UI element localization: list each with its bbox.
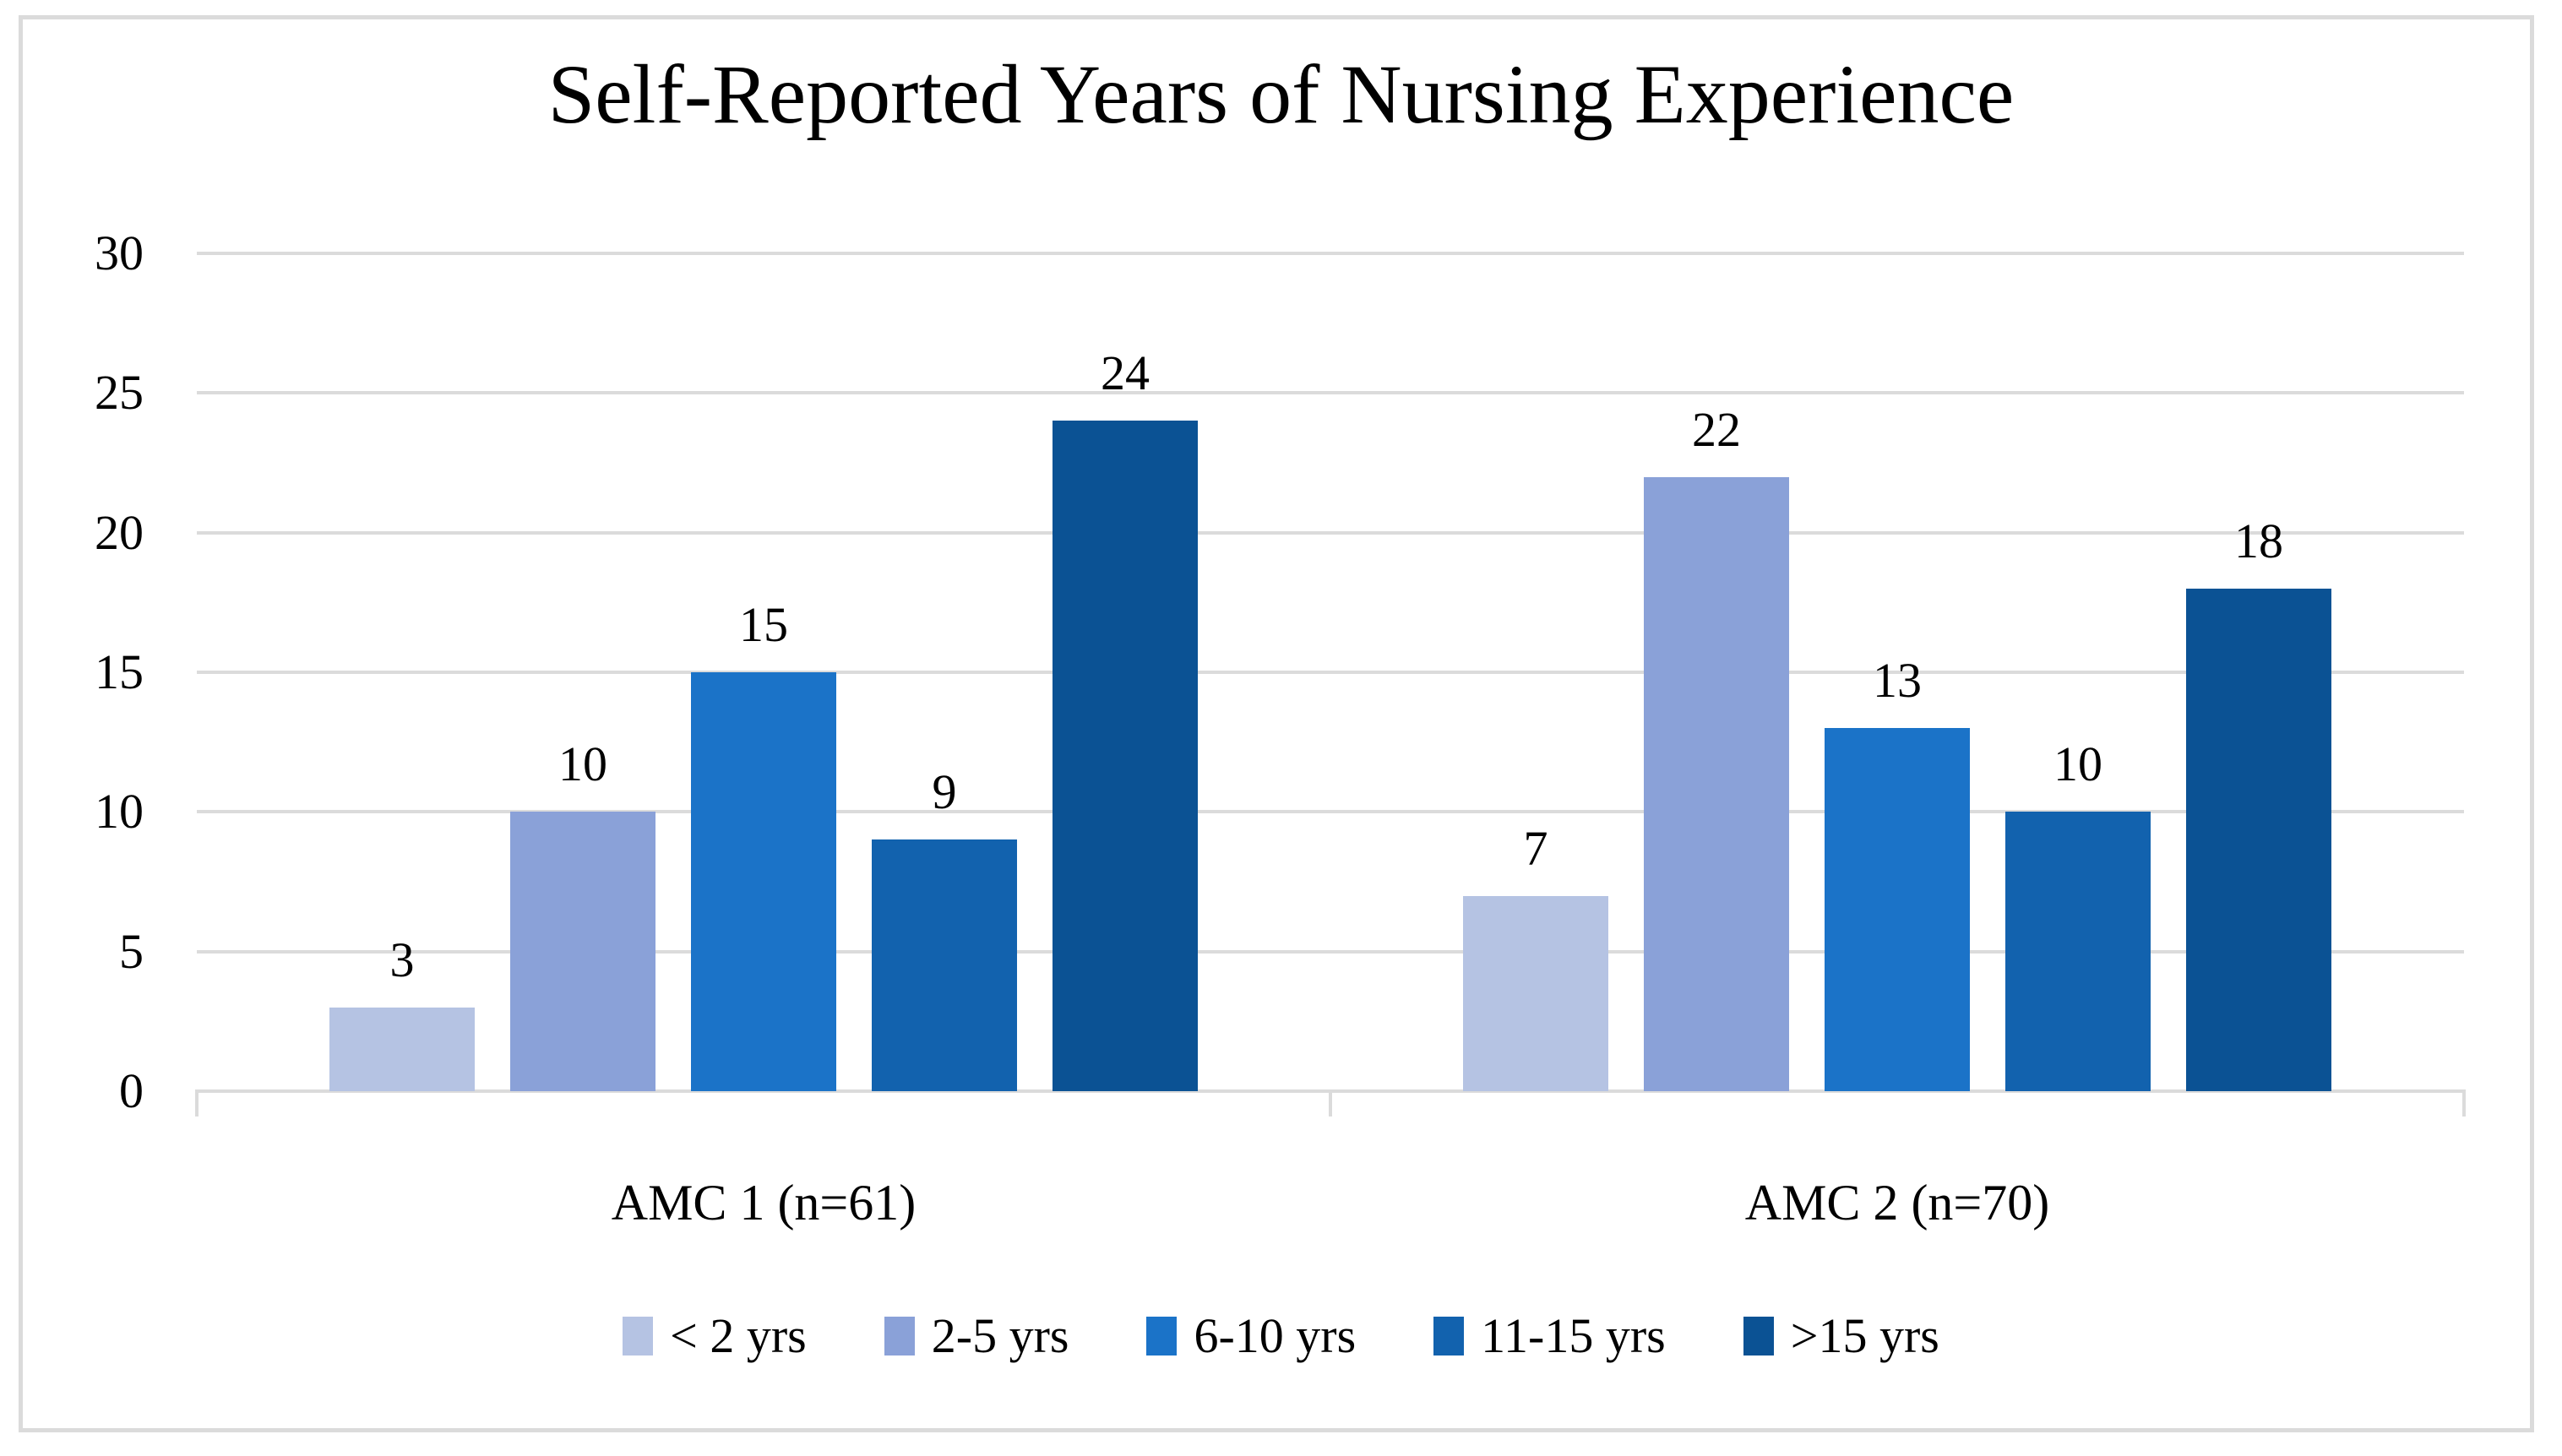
y-tick-label-5: 5 xyxy=(119,923,144,979)
bar-value-label: 18 xyxy=(2234,513,2283,568)
bar-11-15yrs-2: 10 xyxy=(2005,737,2151,1091)
bar-value-label: 9 xyxy=(932,764,957,820)
chart-title: Self-Reported Years of Nursing Experienc… xyxy=(547,47,2015,141)
bar-11-15yrs-1: 9 xyxy=(872,765,1017,1091)
bar-2-5yrs-1: 10 xyxy=(510,737,655,1091)
bar->15yrs-2: 18 xyxy=(2186,513,2331,1091)
legend-swatch-icon xyxy=(884,1316,915,1355)
legend-label: < 2 yrs xyxy=(670,1308,807,1363)
bar-value-label: 3 xyxy=(389,932,415,987)
legend: < 2 yrs 2-5 yrs 6-10 yrs 11-15 yrs >15 yrs xyxy=(0,1307,2562,1364)
category-boundary-tick-2 xyxy=(2462,1089,2466,1116)
gridline-5 xyxy=(197,949,2464,953)
gridline-15 xyxy=(197,671,2464,674)
y-tick-label-20: 20 xyxy=(95,504,144,560)
legend-swatch-icon xyxy=(1433,1316,1465,1355)
bar-6-10yrs-1: 15 xyxy=(691,598,836,1091)
legend-item-2-5yrs: 2-5 yrs xyxy=(884,1307,1069,1364)
legend-label: >15 yrs xyxy=(1790,1308,1939,1363)
legend-item-11-15yrs: 11-15 yrs xyxy=(1433,1307,1666,1364)
bar->15yrs-1: 24 xyxy=(1053,346,1198,1091)
gridline-10 xyxy=(197,810,2464,814)
y-tick-label-15: 15 xyxy=(95,644,144,699)
figure-border xyxy=(19,15,2534,1432)
category-boundary-tick-0 xyxy=(195,1089,199,1116)
bar-value-label: 24 xyxy=(1101,345,1150,401)
bar-value-label: 10 xyxy=(2053,736,2102,792)
bar-value-label: 10 xyxy=(558,736,607,792)
bar-value-label: 7 xyxy=(1523,820,1548,876)
y-tick-label-25: 25 xyxy=(95,365,144,421)
legend-swatch-icon xyxy=(623,1316,654,1355)
bar-value-label: 22 xyxy=(1692,401,1741,457)
bar-<2yrs-1: 3 xyxy=(329,932,475,1091)
plot-area: 3 10 15 9 24 7 22 13 10 18 xyxy=(195,252,2466,1116)
bar-group-amc1: 3 10 15 9 24 xyxy=(197,253,1330,1091)
bar-value-label: 13 xyxy=(1873,653,1922,709)
bar-value-label: 15 xyxy=(739,597,788,652)
bar-group-amc2: 7 22 13 10 18 xyxy=(1330,253,2464,1091)
y-tick-label-10: 10 xyxy=(95,784,144,839)
gridline-30 xyxy=(197,252,2464,255)
legend-item->15yrs: >15 yrs xyxy=(1743,1307,1939,1364)
legend-item-<2yrs: < 2 yrs xyxy=(623,1307,807,1364)
x-axis-label-amc1: AMC 1 (n=61) xyxy=(611,1175,917,1231)
gridline-25 xyxy=(197,391,2464,395)
bar-2-5yrs-2: 22 xyxy=(1644,402,1789,1091)
x-axis-label-amc2: AMC 2 (n=70) xyxy=(1744,1175,2050,1231)
legend-label: 11-15 yrs xyxy=(1481,1308,1666,1363)
legend-item-6-10yrs: 6-10 yrs xyxy=(1146,1307,1356,1364)
gridline-20 xyxy=(197,530,2464,535)
legend-label: 2-5 yrs xyxy=(931,1308,1069,1363)
legend-swatch-icon xyxy=(1146,1316,1178,1355)
category-boundary-tick-1 xyxy=(1329,1089,1332,1116)
legend-label: 6-10 yrs xyxy=(1194,1308,1357,1363)
bar-<2yrs-2: 7 xyxy=(1463,821,1608,1091)
y-tick-label-30: 30 xyxy=(95,225,144,280)
legend-swatch-icon xyxy=(1743,1316,1774,1355)
y-tick-label-0: 0 xyxy=(119,1063,144,1118)
bar-6-10yrs-2: 13 xyxy=(1825,654,1970,1091)
